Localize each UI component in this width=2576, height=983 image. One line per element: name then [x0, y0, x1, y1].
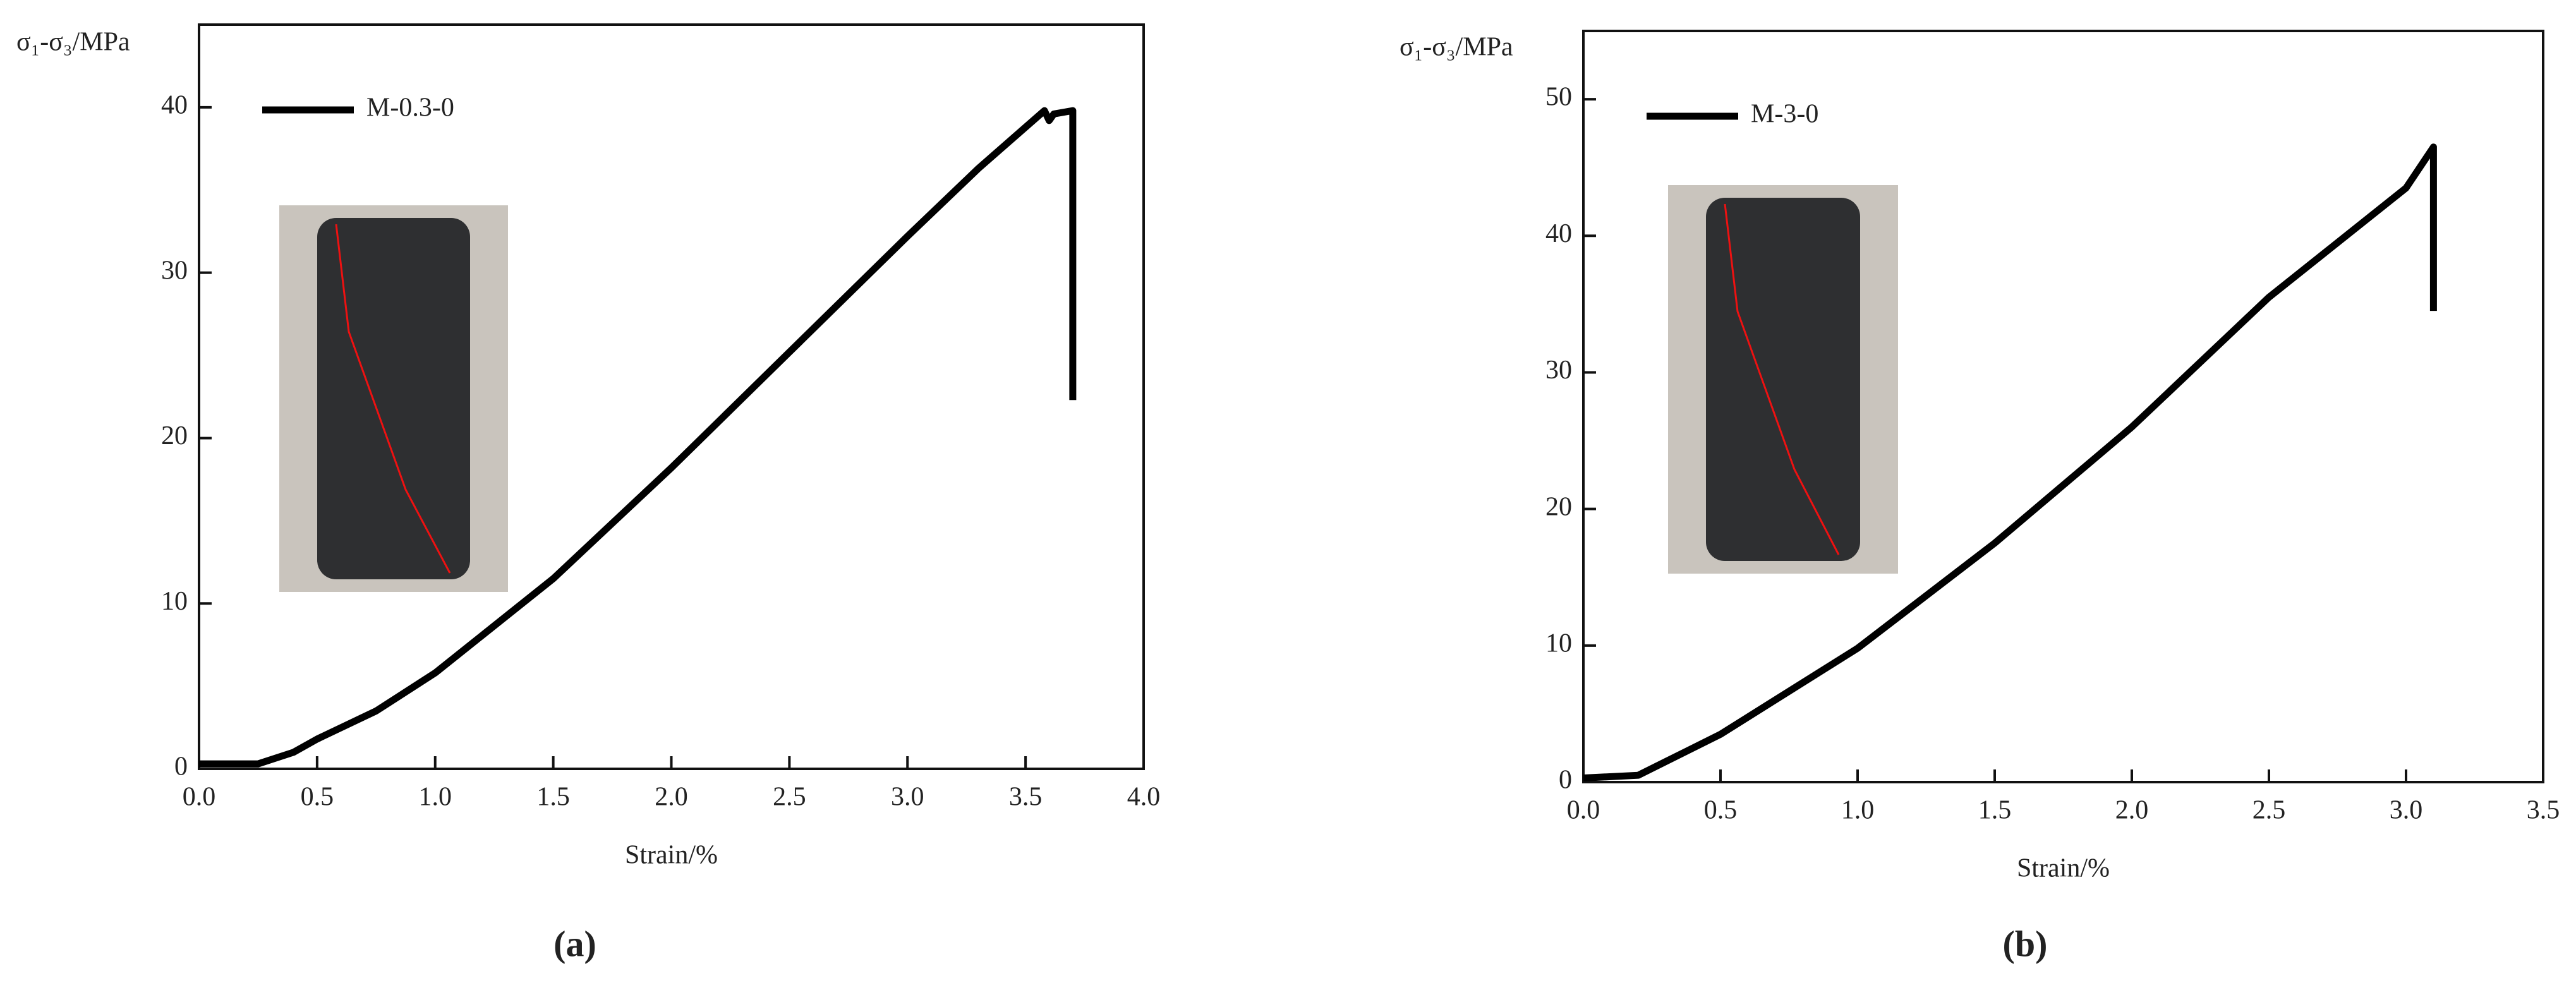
x-tick-label: 1.5 — [1978, 796, 2012, 825]
x-tick-label: 4.0 — [1127, 783, 1161, 812]
x-tick-label: 3.5 — [2527, 796, 2560, 825]
y-tick-label: 0 — [174, 752, 188, 781]
data-line — [199, 107, 1077, 768]
x-tick-label: 3.5 — [1009, 783, 1043, 812]
y-tick-label: 30 — [161, 256, 188, 285]
y-axis-label: σ₁-σ₃/MPa — [1400, 33, 1513, 62]
y-tick-label: 10 — [161, 587, 188, 616]
specimen — [1706, 198, 1860, 561]
y-tick-label: 50 — [1545, 83, 1572, 112]
y-tick-label: 20 — [161, 421, 188, 450]
x-tick-label: 0.0 — [1567, 796, 1600, 825]
x-tick-label: 3.0 — [2390, 796, 2423, 825]
x-tick-label: 3.0 — [891, 783, 924, 812]
legend-label: M-0.3-0 — [366, 93, 454, 123]
x-axis-label: Strain/% — [625, 841, 718, 870]
y-axis-label: σ₁-σ₃/MPa — [16, 28, 130, 57]
crack — [1724, 203, 1840, 555]
caption: (a) — [553, 923, 596, 964]
x-tick-label: 2.5 — [773, 783, 806, 812]
x-tick-label: 0.5 — [1704, 796, 1738, 825]
axes-frame — [1582, 30, 2544, 783]
y-tick-label: 20 — [1545, 492, 1572, 521]
x-tick-label: 2.0 — [655, 783, 688, 812]
data-line — [1583, 143, 2437, 782]
crack — [335, 224, 451, 574]
y-tick-label: 0 — [1559, 766, 1572, 795]
legend-label: M-3-0 — [1751, 100, 1818, 129]
x-tick-label: 2.0 — [2115, 796, 2149, 825]
x-tick-label: 1.0 — [419, 783, 452, 812]
x-tick-label: 2.5 — [2252, 796, 2286, 825]
specimen — [317, 218, 470, 579]
x-axis-label: Strain/% — [2017, 854, 2110, 883]
x-tick-label: 0.5 — [301, 783, 334, 812]
x-tick-label: 0.0 — [183, 783, 216, 812]
caption: (b) — [2003, 923, 2048, 964]
y-tick-label: 40 — [1545, 219, 1572, 248]
y-tick-label: 40 — [161, 91, 188, 120]
y-tick-label: 10 — [1545, 629, 1572, 658]
y-tick-label: 30 — [1545, 356, 1572, 385]
x-tick-label: 1.5 — [536, 783, 570, 812]
x-tick-label: 1.0 — [1841, 796, 1875, 825]
